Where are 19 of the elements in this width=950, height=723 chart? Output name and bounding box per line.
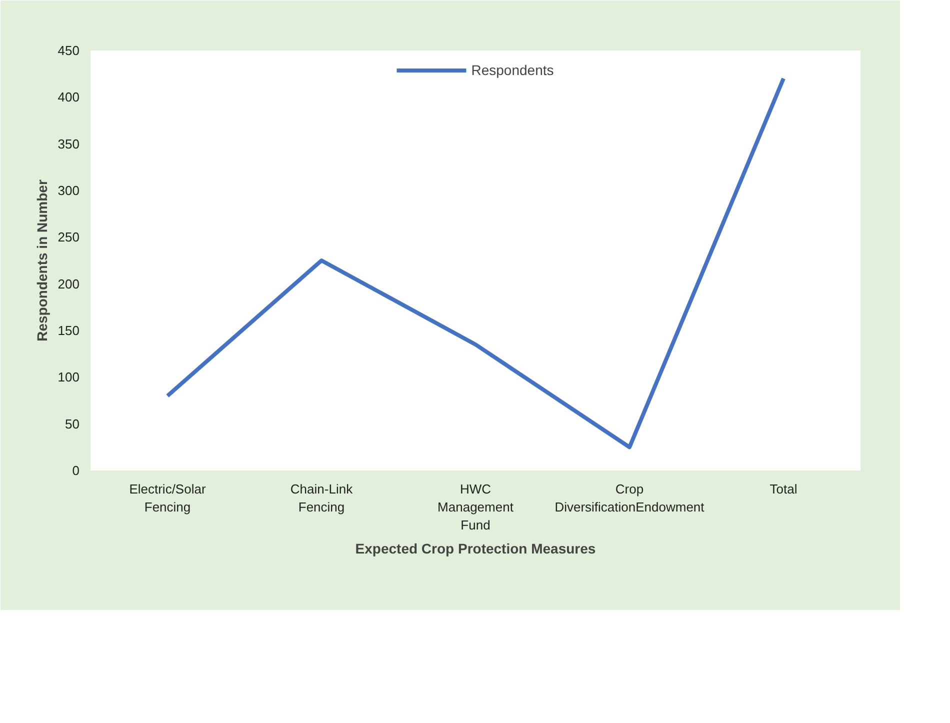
y-tick-label: 250 (58, 230, 80, 245)
x-axis-title: Expected Crop Protection Measures (355, 540, 596, 556)
y-tick-label: 450 (58, 43, 80, 58)
y-tick-label: 300 (58, 183, 80, 198)
x-tick-label: Chain-Link Fencing (290, 482, 354, 514)
y-tick-label: 350 (58, 136, 80, 152)
y-tick-label: 400 (58, 90, 80, 105)
y-tick-label: 150 (58, 323, 80, 338)
legend-label: Respondents (471, 62, 554, 78)
y-axis-title: Respondents in Number (34, 179, 50, 342)
line-series (166, 76, 786, 450)
x-tick-label: Total (770, 482, 798, 496)
y-tick-label: 50 (65, 416, 80, 432)
y-tick-label: 100 (58, 370, 80, 385)
x-tick-label: Electric/Solar Fencing (129, 482, 206, 514)
x-tick-label: HWC Management Fund (438, 482, 514, 532)
x-tick-label: Crop DiversificationEndowment (554, 482, 705, 514)
y-tick-label: 200 (58, 276, 80, 292)
y-tick-label: 0 (72, 463, 80, 478)
